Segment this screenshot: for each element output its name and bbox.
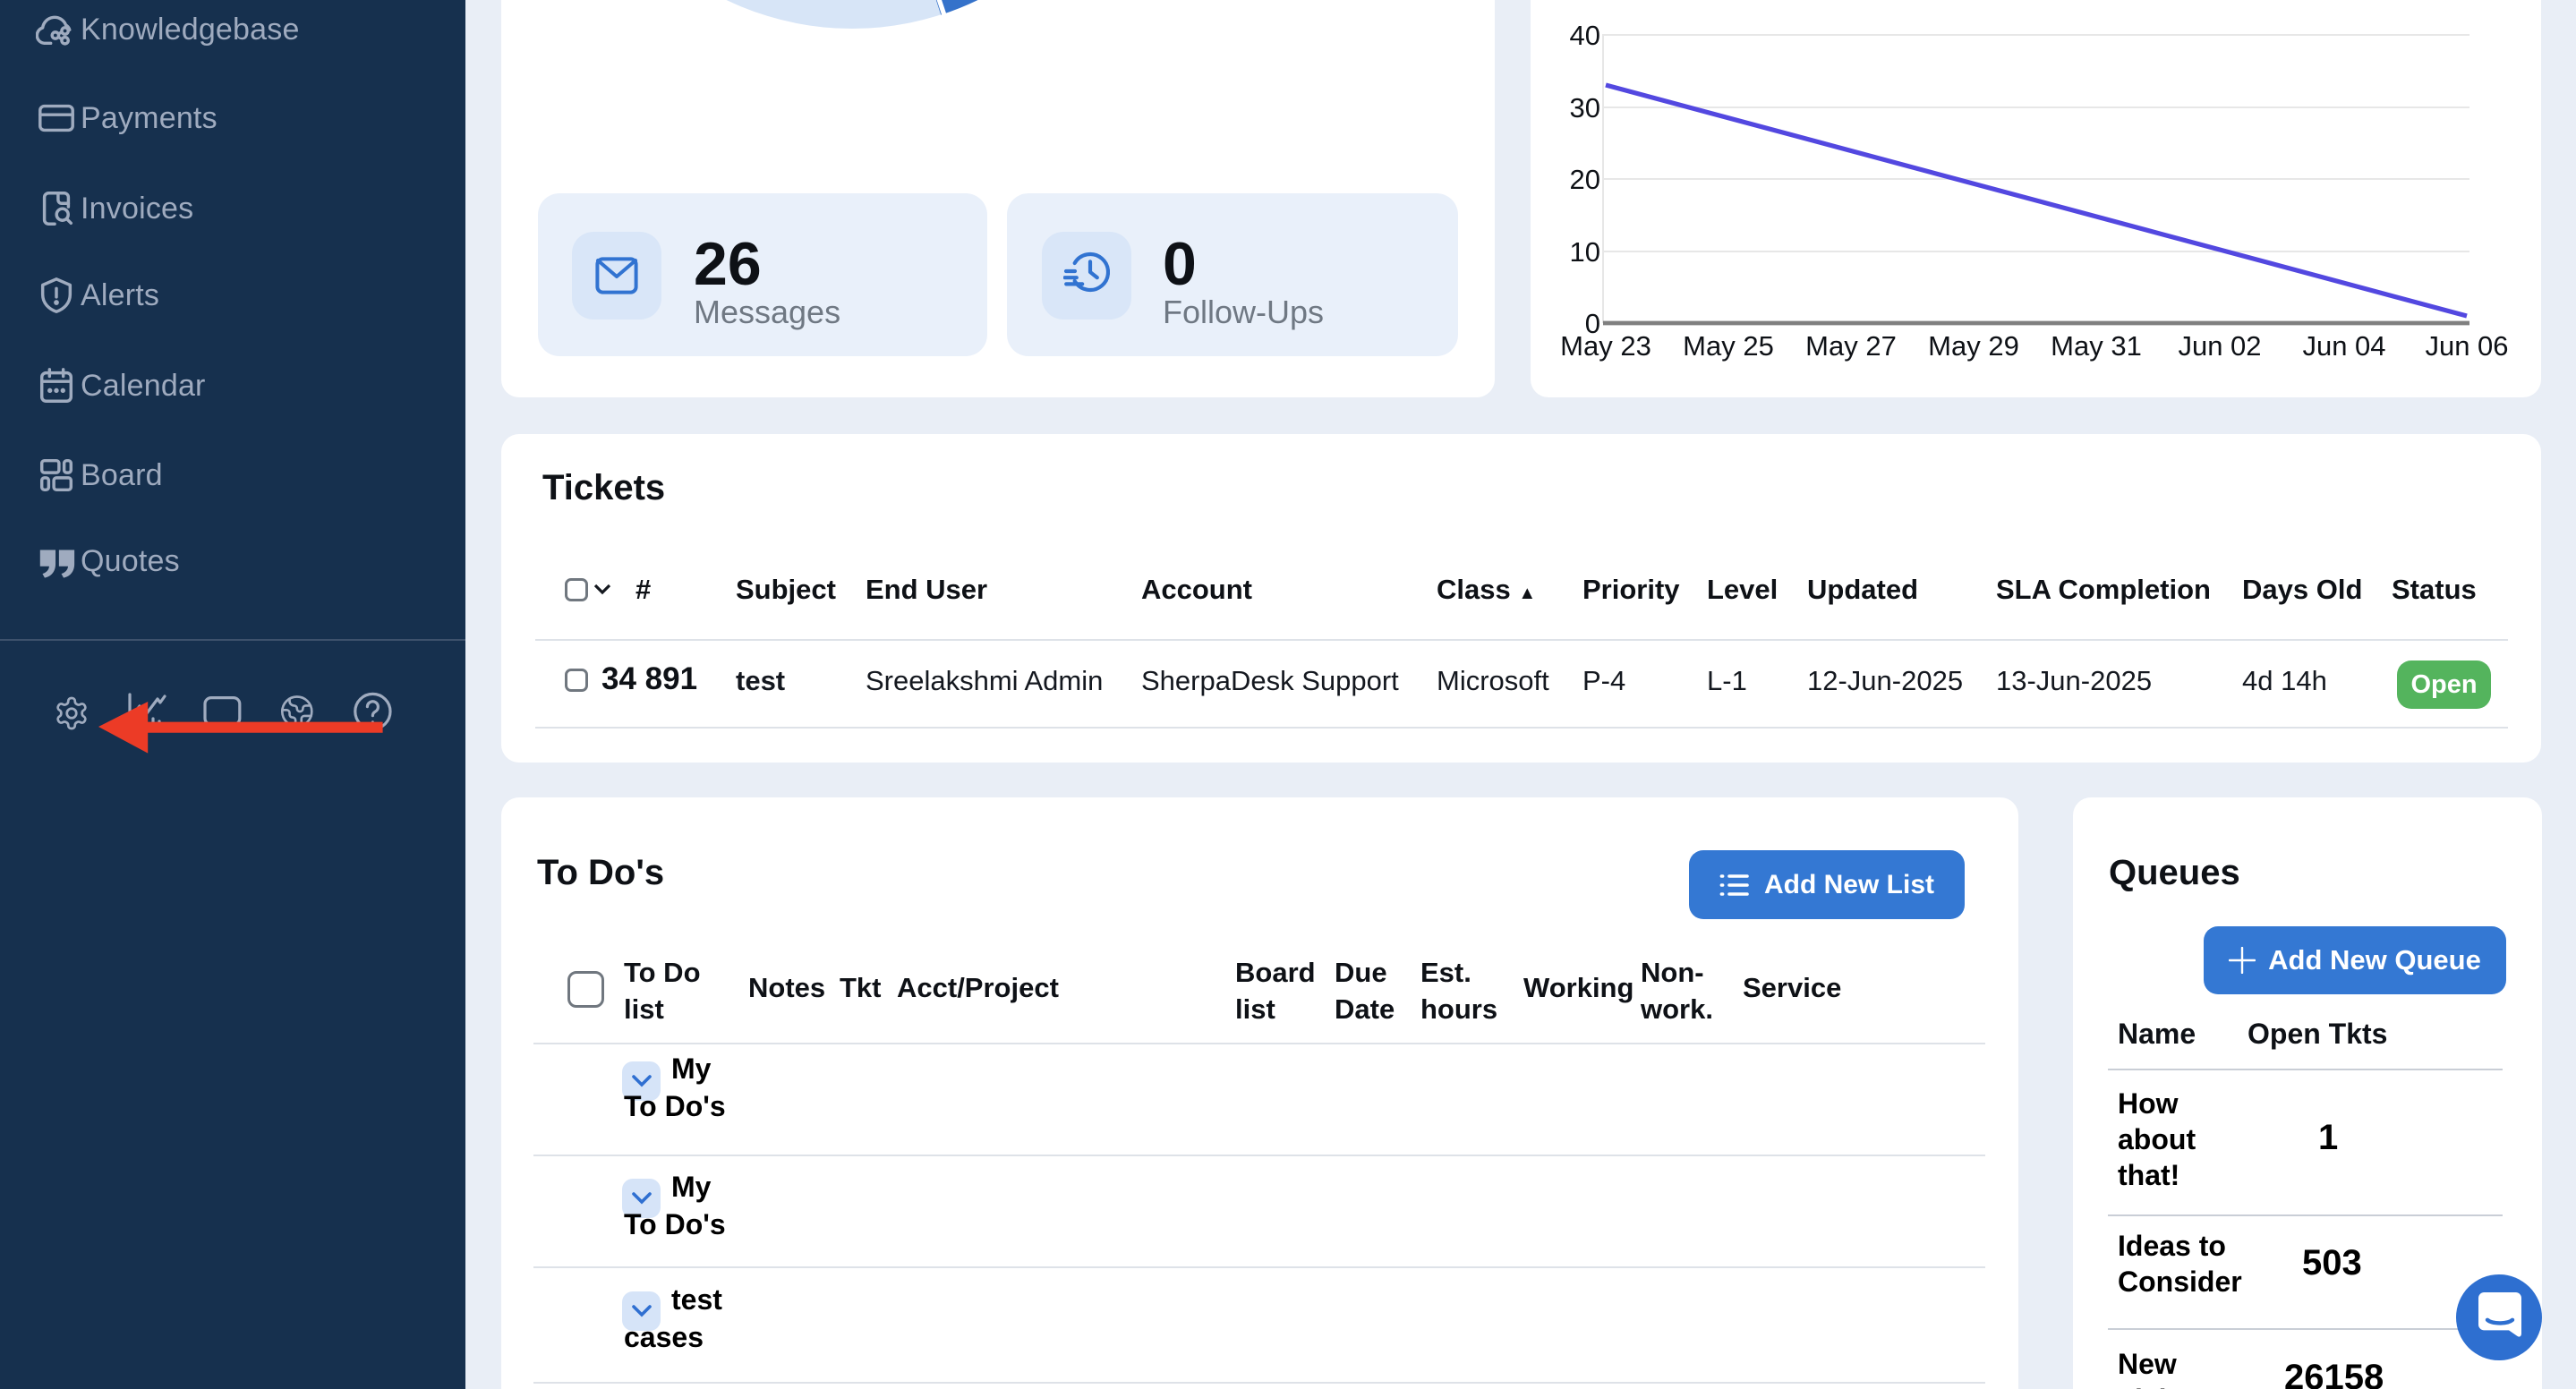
svg-text:May 23: May 23	[1560, 330, 1651, 362]
svg-text:May 31: May 31	[2051, 330, 2142, 362]
svg-text:10: 10	[1570, 236, 1600, 268]
svg-text:May 29: May 29	[1928, 330, 2019, 362]
svg-text:40: 40	[1570, 20, 1600, 51]
svg-text:Jun 02: Jun 02	[2178, 330, 2261, 362]
svg-text:Jun 04: Jun 04	[2302, 330, 2385, 362]
svg-text:30: 30	[1570, 92, 1600, 124]
svg-text:20: 20	[1570, 164, 1600, 195]
svg-text:May 27: May 27	[1805, 330, 1897, 362]
svg-text:0: 0	[1585, 308, 1600, 339]
svg-text:May 25: May 25	[1683, 330, 1774, 362]
svg-text:Jun 06: Jun 06	[2425, 330, 2508, 362]
